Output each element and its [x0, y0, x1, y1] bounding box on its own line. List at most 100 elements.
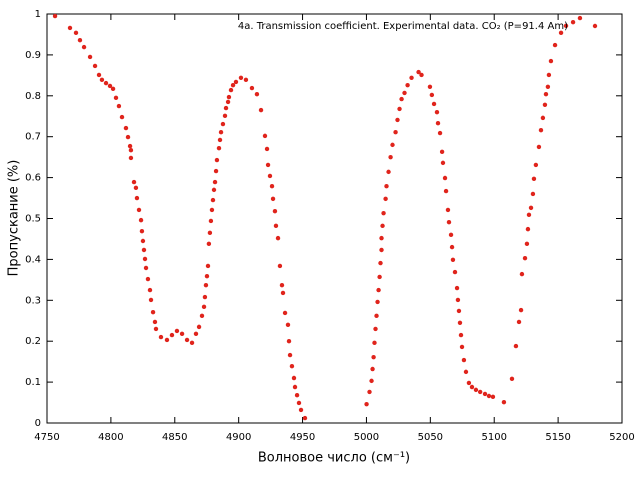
point	[127, 143, 133, 149]
point	[516, 319, 522, 325]
point	[52, 13, 58, 19]
point	[225, 99, 231, 105]
point	[525, 226, 531, 232]
point	[267, 173, 273, 179]
point	[524, 241, 530, 247]
point	[202, 294, 208, 300]
point	[222, 113, 228, 119]
y-tick-label: 0	[35, 418, 41, 429]
point	[148, 297, 154, 303]
point	[383, 196, 388, 202]
point	[210, 197, 216, 203]
point	[429, 92, 435, 98]
point	[99, 77, 105, 83]
point	[258, 107, 264, 113]
point	[214, 157, 220, 163]
point	[193, 331, 199, 337]
point	[379, 235, 384, 241]
point	[459, 344, 465, 350]
x-tick-label: 4850	[162, 432, 187, 443]
point	[448, 232, 454, 238]
point	[570, 19, 576, 25]
point	[133, 185, 139, 191]
point	[150, 309, 156, 315]
point	[473, 387, 479, 393]
point	[143, 265, 149, 271]
point	[536, 144, 542, 150]
point	[443, 188, 449, 194]
point	[377, 274, 382, 280]
point	[269, 183, 275, 189]
point	[376, 287, 381, 293]
point	[110, 86, 116, 92]
point	[262, 133, 268, 139]
point	[152, 319, 158, 325]
point	[466, 380, 472, 386]
point	[77, 37, 83, 43]
point	[220, 121, 226, 127]
point	[528, 205, 534, 211]
point	[249, 85, 255, 91]
y-tick-label: 0.1	[25, 377, 41, 388]
point	[455, 297, 461, 303]
point	[456, 308, 462, 314]
point	[446, 219, 452, 225]
point	[201, 304, 207, 310]
point	[302, 415, 308, 421]
point	[296, 400, 302, 406]
point	[486, 393, 492, 399]
point	[449, 244, 455, 250]
point	[282, 310, 288, 316]
point	[207, 230, 213, 236]
y-tick-label: 0.3	[25, 295, 41, 306]
point	[128, 155, 134, 161]
point	[452, 269, 458, 275]
point	[292, 384, 298, 390]
point	[416, 69, 421, 75]
x-tick-label: 5000	[354, 432, 379, 443]
point	[233, 79, 239, 85]
point	[272, 208, 278, 214]
point	[409, 75, 414, 81]
point	[445, 207, 451, 213]
point	[67, 25, 73, 31]
point	[125, 134, 131, 140]
point	[501, 399, 507, 405]
point	[199, 313, 205, 319]
point	[388, 154, 393, 160]
plot-frame	[46, 13, 623, 424]
point	[538, 127, 544, 133]
point	[399, 96, 404, 102]
point	[223, 105, 229, 111]
point	[136, 207, 142, 213]
point	[107, 83, 113, 89]
point	[179, 331, 185, 337]
point	[533, 162, 539, 168]
y-tick-label: 0.7	[25, 132, 41, 143]
point	[92, 63, 98, 69]
x-tick-label: 5150	[545, 432, 570, 443]
point	[457, 320, 463, 325]
point	[370, 366, 375, 372]
legend-label: 4a. Transmission coefficient. Experiment…	[238, 21, 568, 32]
x-tick-label: 4750	[34, 432, 59, 443]
point	[116, 103, 122, 109]
point	[184, 337, 190, 343]
y-tick-label: 0.6	[25, 173, 41, 184]
point	[226, 94, 232, 100]
y-tick-label: 0.9	[25, 50, 41, 61]
point	[134, 195, 140, 201]
point	[196, 324, 202, 330]
point	[138, 217, 144, 223]
point	[131, 179, 137, 185]
point	[518, 307, 524, 313]
y-tick-label: 0.2	[25, 336, 41, 347]
point	[384, 183, 389, 189]
point	[209, 207, 215, 213]
point	[373, 326, 378, 332]
point	[216, 145, 222, 151]
point	[450, 257, 456, 263]
x-tick-label: 5050	[418, 432, 443, 443]
point	[96, 72, 102, 78]
